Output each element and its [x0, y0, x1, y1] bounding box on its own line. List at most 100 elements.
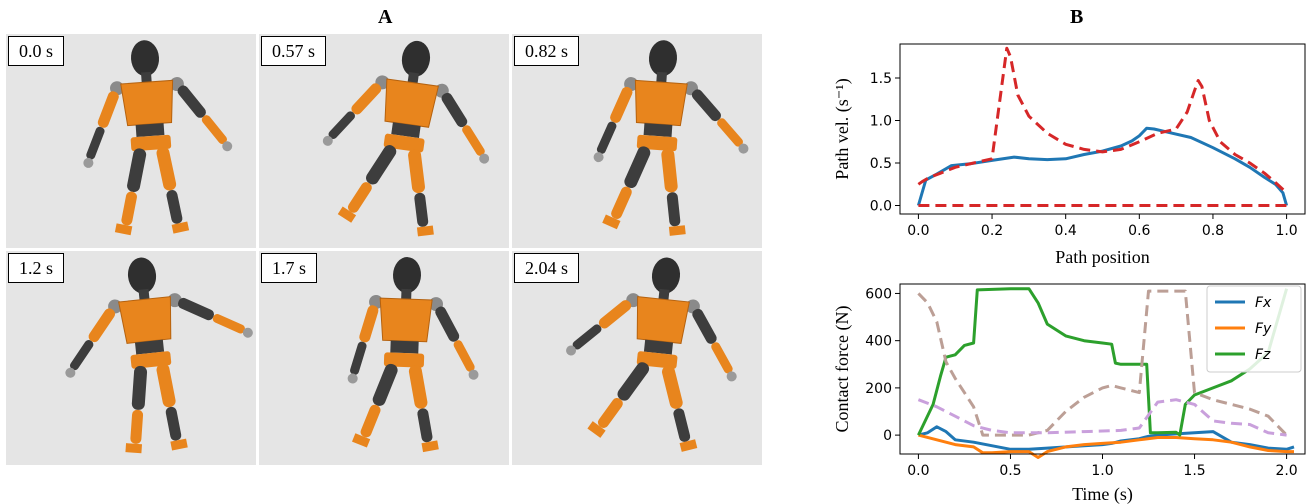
robot-body	[83, 40, 233, 236]
x-tick-label: 0.0	[907, 223, 929, 239]
robot-shin	[417, 408, 433, 443]
robot-forearm	[717, 118, 743, 147]
x-tick-label: 0.2	[981, 223, 1003, 239]
robot-frame-grid: 0.0 s 0.57 s 0.82 s 1.2 s 1.7 s 2.04 s	[6, 34, 762, 466]
robot-foot	[416, 225, 434, 237]
y-tick-label: 1.0	[870, 114, 892, 130]
path-velocity-chart: 0.0 0.2 0.4 0.6 0.8 1.0 0.0 0.5 1.0 1.5 Path posit…	[832, 43, 1306, 267]
robot-leg-right	[156, 146, 190, 234]
legend-label: Fz	[1255, 347, 1271, 363]
robot-hand	[242, 327, 253, 338]
robot-hand	[593, 152, 604, 163]
robot-shin	[165, 406, 182, 441]
robot-arm-left	[83, 91, 119, 168]
robot-head	[651, 257, 681, 294]
panel-b-charts: 0.0 0.2 0.4 0.6 0.8 1.0 0.0 0.5 1.0 1.5 Path posit…	[832, 43, 1306, 504]
robot-figure	[322, 40, 490, 237]
robot-foot	[337, 206, 357, 223]
legend-label: Fx	[1255, 295, 1272, 311]
robot-neck	[658, 288, 670, 300]
y-tick-label: 0.0	[870, 199, 892, 215]
robot-frame-4: 1.2 s	[6, 251, 256, 465]
robot-neck	[140, 71, 152, 83]
robot-frame-2: 0.57 s	[259, 34, 509, 248]
robot-shin	[611, 186, 632, 219]
robot-torso	[636, 296, 690, 344]
robot-thigh	[366, 145, 397, 185]
robot-hand	[65, 367, 76, 378]
robot-thigh	[408, 365, 428, 409]
robot-forearm	[328, 111, 355, 140]
robot-hand	[738, 143, 749, 154]
robot-pelvis	[130, 134, 172, 152]
robot-arm-right	[692, 308, 737, 382]
x-tick-label: 0.4	[1055, 223, 1077, 239]
robot-arm-right	[177, 297, 253, 338]
y-tick-label: 200	[865, 381, 892, 397]
robot-foot	[587, 421, 606, 438]
robot-neck	[656, 71, 668, 83]
robot-leg-right	[156, 363, 188, 451]
legend-label: Fy	[1255, 321, 1272, 337]
robot-frame-1: 0.0 s	[6, 34, 256, 248]
robot-head	[392, 257, 422, 294]
robot-hand	[222, 141, 233, 152]
robot-torso	[634, 79, 688, 127]
robot-arm-left	[65, 308, 116, 378]
x-axis-label: Path position	[1055, 247, 1150, 267]
robot-upper-arm	[610, 86, 633, 123]
robot-upper-arm	[692, 308, 717, 344]
robot-upper-arm	[351, 83, 382, 115]
robot-upper-arm	[691, 89, 722, 122]
robot-thigh	[372, 363, 398, 406]
contact-force-chart: 0.0 0.5 1.0 1.5 2.0 0 200 400 600 Time (s) Contact…	[832, 283, 1306, 504]
robot-head	[127, 257, 157, 294]
robot-neck	[407, 72, 419, 84]
robot-forearm	[711, 342, 733, 374]
robot-upper-arm	[441, 92, 468, 128]
y-tick-label: 0	[883, 428, 892, 444]
robot-foot	[125, 443, 143, 454]
x-axis-label: Time (s)	[1072, 484, 1133, 504]
robot-upper-arm	[97, 91, 119, 128]
y-axis-label: Path vel. (s⁻¹)	[832, 78, 853, 179]
robot-forearm	[86, 126, 105, 160]
robot-waist	[391, 122, 421, 139]
robot-shin	[130, 409, 144, 444]
legend: Fx Fy Fz	[1206, 285, 1302, 373]
robot-hand	[468, 369, 479, 380]
robot-shin	[360, 404, 381, 438]
robot-leg-left	[352, 363, 398, 448]
series-line-4	[917, 398, 1287, 437]
robot-foot	[421, 440, 439, 453]
robot-torso	[384, 78, 439, 128]
time-label: 1.7 s	[261, 253, 318, 283]
robot-waist	[134, 339, 165, 355]
robot-hand	[566, 345, 577, 356]
robot-shin	[414, 192, 429, 227]
x-tick-label: 2.0	[1275, 463, 1297, 479]
robot-hand	[322, 135, 333, 146]
robot-leg-left	[125, 365, 148, 454]
robot-arm-left	[347, 305, 379, 384]
series-line-0	[916, 126, 1289, 206]
robot-torso	[120, 79, 174, 127]
series-line-2	[917, 287, 1289, 437]
plot-frame	[899, 43, 1306, 215]
robot-hand	[347, 373, 358, 384]
robot-waist	[390, 340, 419, 354]
x-tick-label: 1.5	[1183, 463, 1205, 479]
robot-foot	[668, 225, 686, 236]
time-label: 2.04 s	[514, 253, 580, 283]
robot-thigh	[624, 146, 651, 189]
robot-shin	[347, 182, 372, 213]
robot-forearm	[201, 115, 227, 145]
robot-arm-right	[177, 85, 233, 152]
robot-upper-arm	[177, 85, 206, 118]
series-line-3	[917, 289, 1288, 437]
robot-torso	[379, 297, 433, 343]
robot-shin	[121, 191, 137, 226]
x-tick-label: 0.5	[999, 463, 1021, 479]
y-tick-label: 0.5	[870, 156, 892, 172]
robot-arm-right	[691, 89, 749, 154]
